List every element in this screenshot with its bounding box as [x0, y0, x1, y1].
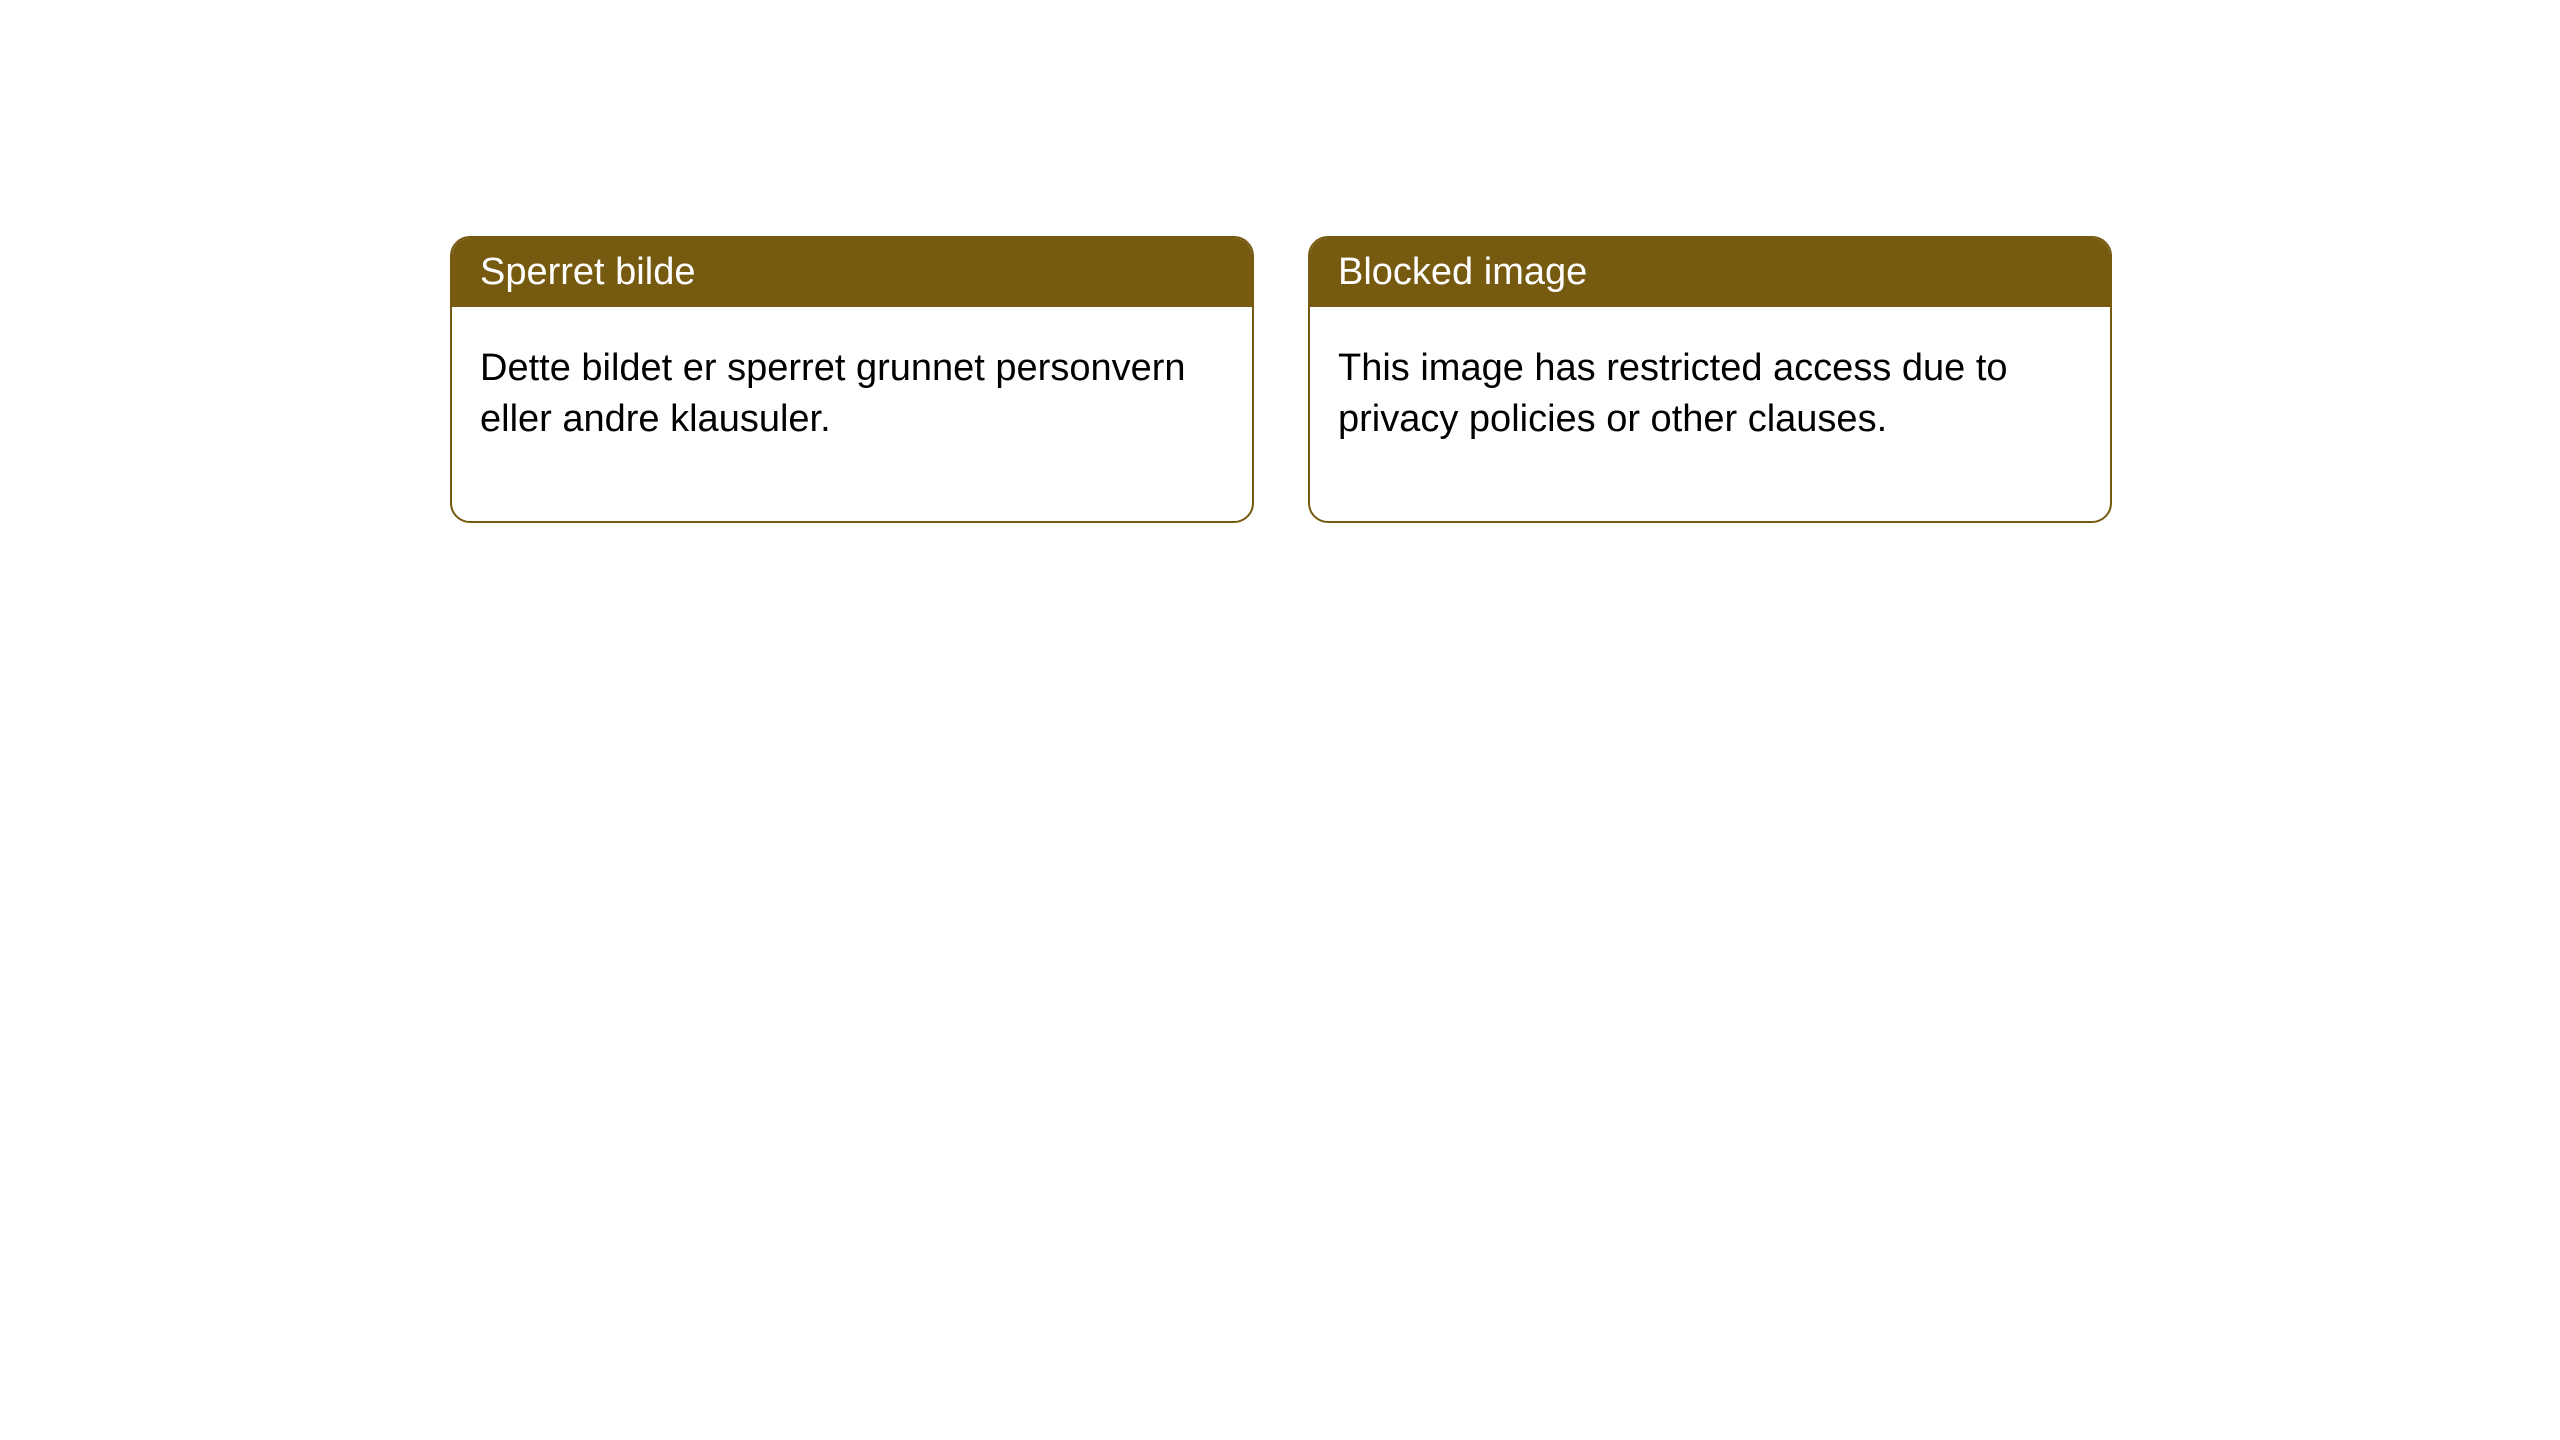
notice-header: Blocked image	[1310, 238, 2110, 307]
notice-body: This image has restricted access due to …	[1310, 307, 2110, 521]
notice-card-norwegian: Sperret bilde Dette bildet er sperret gr…	[450, 236, 1254, 523]
notice-container: Sperret bilde Dette bildet er sperret gr…	[0, 0, 2560, 523]
notice-body: Dette bildet er sperret grunnet personve…	[452, 307, 1252, 521]
notice-header: Sperret bilde	[452, 238, 1252, 307]
notice-card-english: Blocked image This image has restricted …	[1308, 236, 2112, 523]
